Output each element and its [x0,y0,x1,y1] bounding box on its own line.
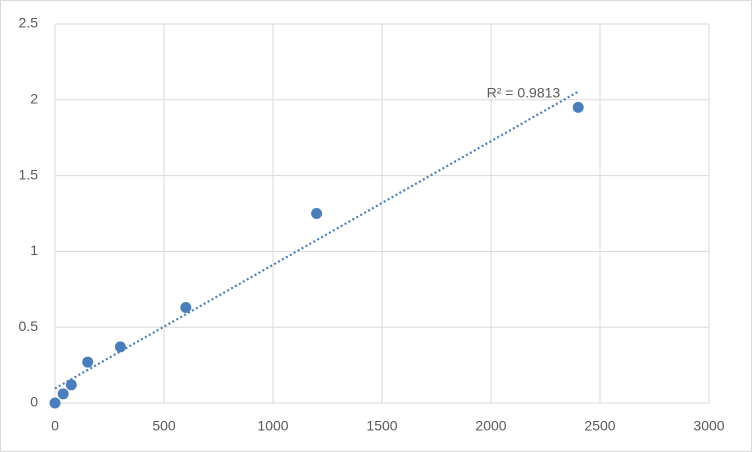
trendline [54,90,579,390]
x-tick-label: 500 [152,418,176,434]
point [114,341,126,353]
point [180,301,192,313]
x-tick-label: 0 [51,418,59,434]
y-tick-label: 0.5 [19,318,39,334]
y-tick-label: 2 [30,91,38,107]
point [65,379,77,391]
x-tick-label: 1000 [257,418,288,434]
y-tick-label: 1.5 [19,166,39,182]
trendline-annotation: R² = 0.9813 [487,84,561,100]
y-tick-label: 1 [30,242,38,258]
point [311,208,323,219]
y-tick-label: 2.5 [19,15,39,31]
point [49,397,61,409]
x-tick-label: 2500 [584,418,615,434]
point [572,101,584,113]
y-tick-label: 0 [30,394,38,410]
point [82,356,94,368]
x-tick-label: 2000 [475,418,506,434]
point [57,388,69,400]
x-tick-label: 1500 [366,418,397,434]
x-tick-label: 3000 [693,418,724,434]
